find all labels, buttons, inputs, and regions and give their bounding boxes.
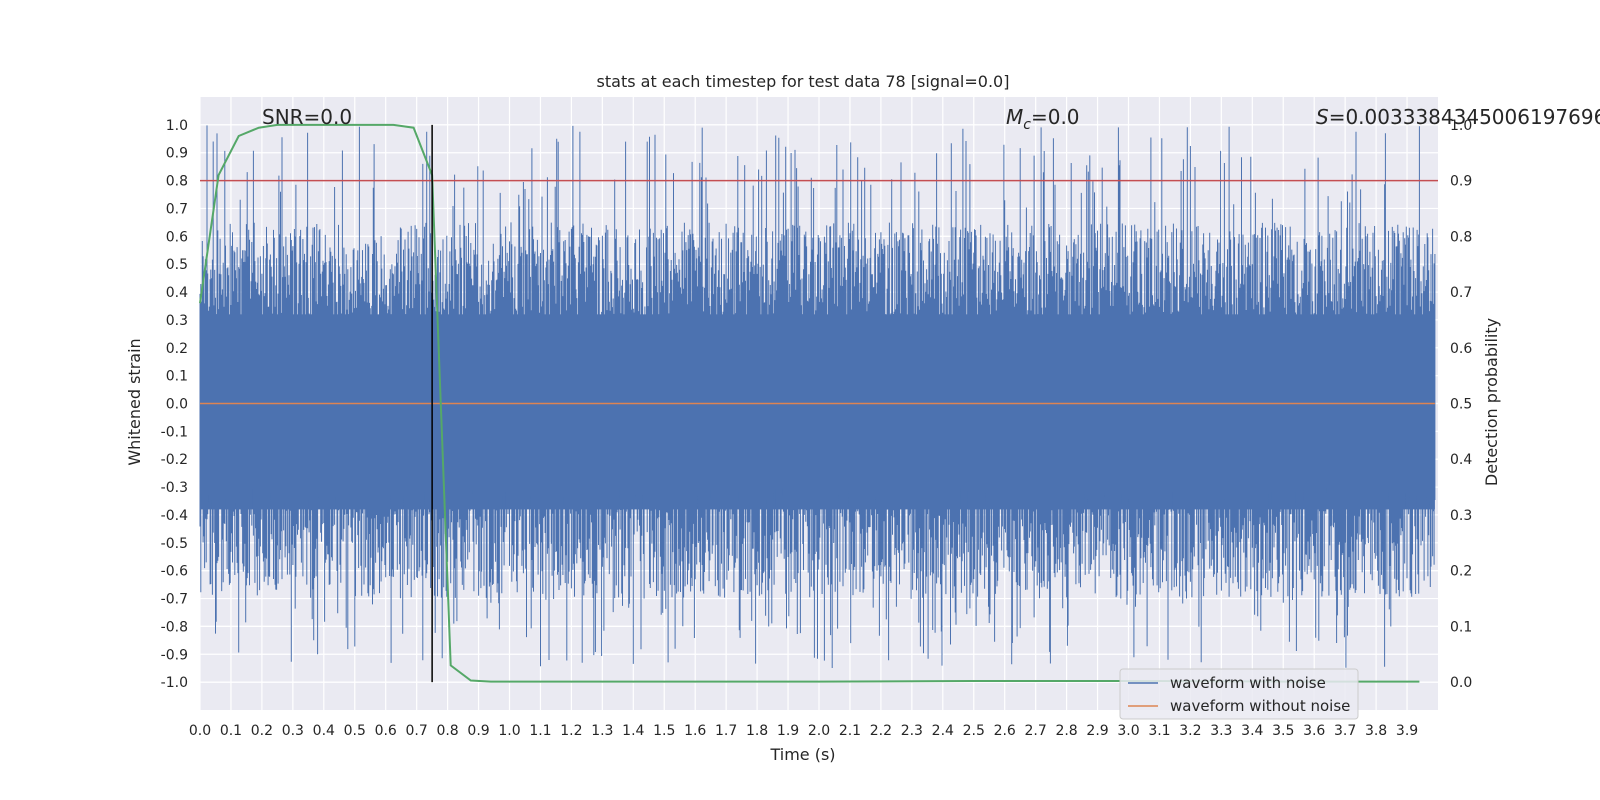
legend: waveform with noise waveform without noi…: [1119, 668, 1359, 720]
x-tick-label: 3.1: [1148, 723, 1170, 739]
mc-value: =0.0: [1031, 105, 1080, 129]
y-tick-label: 0.5: [166, 257, 188, 273]
x-tick-label: 3.7: [1334, 723, 1356, 739]
x-tick-label: 2.0: [808, 723, 830, 739]
series-detection-probability: [199, 123, 1420, 683]
x-tick-labels: 0.0 0.1 0.2 0.3 0.4 0.5 0.6 0.7 0.8 0.9 1.0 1.1 1.2 1…: [189, 723, 1418, 739]
x-tick-label: 1.9: [777, 723, 799, 739]
x-tick-label: 2.2: [870, 723, 892, 739]
y2-tick-label: 0.9: [1450, 174, 1472, 190]
x-tick-label: 3.0: [1117, 723, 1139, 739]
x-tick-label: 0.6: [375, 723, 397, 739]
y-tick-label: -0.8: [161, 619, 188, 635]
y-tick-label: -1.0: [161, 675, 188, 691]
x-tick-label: 1.3: [591, 723, 613, 739]
x-tick-label: 3.9: [1396, 723, 1418, 739]
y2-tick-label: 0.0: [1450, 675, 1472, 691]
y2-tick-label: 0.8: [1450, 229, 1472, 245]
y-tick-label: 0.6: [166, 229, 188, 245]
mc-subscript: c: [1023, 117, 1031, 133]
snr-annotation: SNR=0.0: [262, 105, 352, 129]
y-tick-label: 0.7: [166, 201, 188, 217]
x-tick-label: 1.0: [498, 723, 520, 739]
y2-tick-label: 1.0: [1450, 118, 1472, 134]
x-tick-label: 3.2: [1179, 723, 1201, 739]
y-tick-label: 0.9: [166, 146, 188, 162]
s-annotation: S=0.0033384345006197696: [1316, 105, 1600, 129]
x-tick-label: 1.7: [715, 723, 737, 739]
y-tick-label: -0.9: [161, 647, 188, 663]
y-tick-label: 0.4: [166, 285, 188, 301]
legend-label-noise: waveform with noise: [1170, 674, 1326, 692]
x-tick-label: 3.6: [1303, 723, 1325, 739]
x-tick-label: 0.5: [344, 723, 366, 739]
x-tick-label: 3.5: [1272, 723, 1294, 739]
x-tick-label: 1.2: [560, 723, 582, 739]
x-tick-label: 1.8: [746, 723, 768, 739]
s-symbol: S: [1316, 105, 1329, 129]
y-axis-label: Whitened strain: [125, 338, 144, 465]
x-tick-label: 0.0: [189, 723, 211, 739]
y-tick-label: -0.3: [161, 480, 188, 496]
x-tick-label: 3.4: [1241, 723, 1263, 739]
x-tick-label: 0.2: [251, 723, 273, 739]
x-tick-label: 1.1: [529, 723, 551, 739]
y2-tick-labels: 0.0 0.1 0.2 0.3 0.4 0.5 0.6 0.7 0.8 0.9 1.0: [1450, 118, 1472, 691]
y-tick-label: 0.8: [166, 174, 188, 190]
x-tick-label: 1.4: [622, 723, 644, 739]
y-tick-label: 0.1: [166, 369, 188, 385]
probability-trace: [199, 123, 1420, 683]
chart-title: stats at each timestep for test data 78 …: [597, 72, 1010, 91]
mc-annotation: Mc=0.0: [1006, 105, 1080, 133]
legend-box: [1119, 668, 1359, 720]
x-tick-label: 0.7: [406, 723, 428, 739]
y-tick-label: -0.7: [161, 592, 188, 608]
x-tick-label: 1.6: [684, 723, 706, 739]
x-tick-label: 2.7: [1025, 723, 1047, 739]
x-tick-label: 3.3: [1210, 723, 1232, 739]
y-tick-label: 0.3: [166, 313, 188, 329]
mc-symbol: M: [1006, 105, 1023, 129]
y-tick-label: -0.1: [161, 424, 188, 440]
y2-tick-label: 0.6: [1450, 341, 1472, 357]
y2-tick-label: 0.5: [1450, 397, 1472, 413]
y-tick-labels: -1.0 -0.9 -0.8 -0.7 -0.6 -0.5 -0.4 -0.3 -0.2 -0.1…: [161, 118, 188, 691]
y2-tick-label: 0.2: [1450, 564, 1472, 580]
noise-trace: [199, 125, 1436, 668]
x-tick-label: 2.4: [932, 723, 954, 739]
y2-tick-label: 0.4: [1450, 452, 1472, 468]
series-waveform-with-noise: [199, 125, 1436, 668]
y2-tick-label: 0.1: [1450, 619, 1472, 635]
x-tick-label: 1.5: [653, 723, 675, 739]
s-value: =0.0033384345006197696: [1329, 105, 1600, 129]
x-tick-label: 0.1: [220, 723, 242, 739]
x-tick-label: 2.8: [1055, 723, 1077, 739]
legend-label-clean: waveform without noise: [1170, 697, 1350, 715]
x-tick-label: 3.8: [1365, 723, 1387, 739]
x-tick-label: 2.1: [839, 723, 861, 739]
x-tick-label: 0.4: [313, 723, 335, 739]
x-tick-label: 0.8: [436, 723, 458, 739]
y-tick-label: 0.0: [166, 397, 188, 413]
y-tick-label: -0.6: [161, 564, 188, 580]
x-tick-label: 0.9: [467, 723, 489, 739]
y-tick-label: -0.5: [161, 536, 188, 552]
y-tick-label: -0.2: [161, 452, 188, 468]
y2-tick-label: 0.3: [1450, 508, 1472, 524]
x-tick-label: 2.5: [963, 723, 985, 739]
x-tick-label: 2.3: [901, 723, 923, 739]
x-tick-label: 2.6: [994, 723, 1016, 739]
y-tick-label: -0.4: [161, 508, 188, 524]
x-axis-label: Time (s): [769, 745, 835, 764]
y-tick-label: 0.2: [166, 341, 188, 357]
y2-tick-label: 0.7: [1450, 285, 1472, 301]
x-tick-label: 0.3: [282, 723, 304, 739]
x-tick-label: 2.9: [1086, 723, 1108, 739]
y-tick-label: 1.0: [166, 118, 188, 134]
y2-axis-label: Detection probability: [1482, 318, 1501, 486]
